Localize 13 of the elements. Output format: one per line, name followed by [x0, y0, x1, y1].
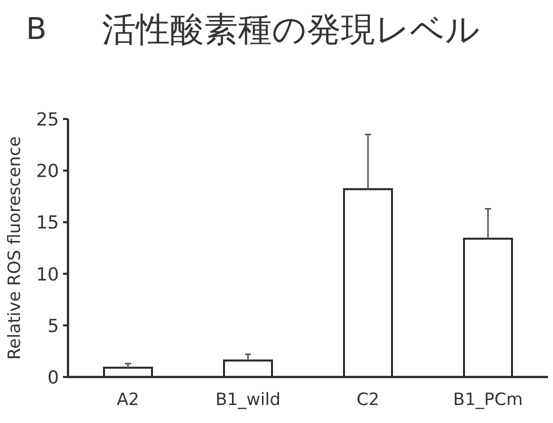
y-axis-title: Relative ROS fluorescence [5, 136, 25, 360]
chart-title: 活性酸素種の発現レベル [102, 10, 480, 50]
x-tick-label: B1_wild [215, 390, 281, 410]
y-tick-label: 25 [36, 109, 59, 130]
x-tick-label: C2 [356, 390, 380, 410]
x-tick-label: B1_PCm [453, 390, 523, 410]
y-tick-label: 20 [36, 161, 59, 182]
y-tick-label: 5 [48, 316, 59, 337]
y-tick-label: 0 [48, 367, 59, 388]
y-tick-label: 10 [36, 264, 59, 286]
y-tick-label: 15 [36, 212, 59, 234]
x-tick-label: A2 [116, 390, 140, 410]
text: B [26, 12, 47, 47]
